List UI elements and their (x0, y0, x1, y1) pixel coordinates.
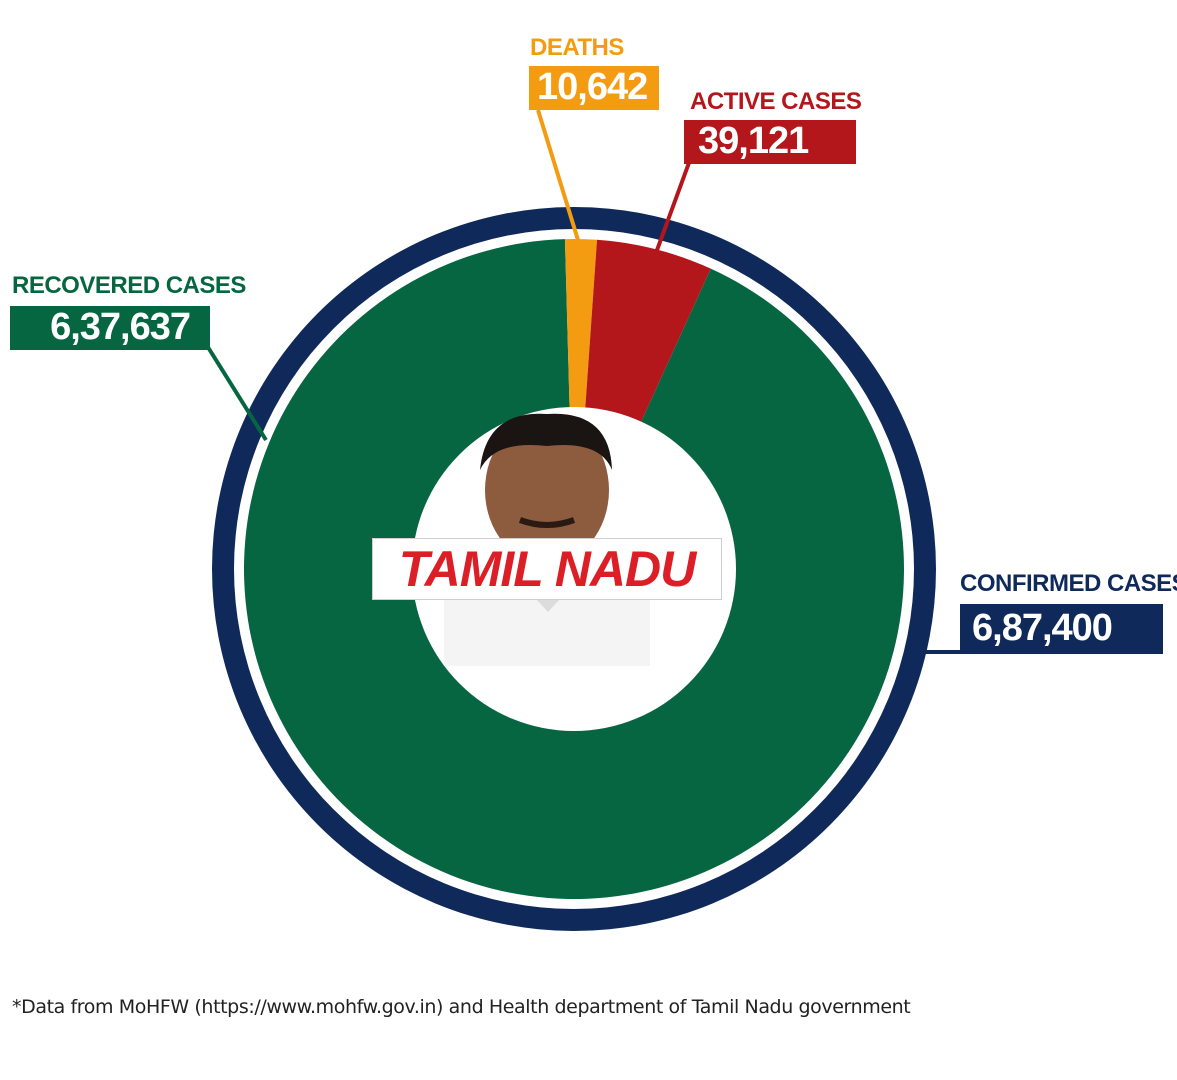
confirmed-cases-caption: CONFIRMED CASES (960, 570, 1177, 597)
recovered-cases-caption: RECOVERED CASES (12, 272, 246, 299)
active-cases-leader-line (648, 159, 692, 270)
footnote: *Data from MoHFW (https://www.mohfw.gov.… (12, 996, 911, 1018)
deaths-caption: DEATHS (530, 34, 624, 61)
deaths-leader-line (536, 109, 583, 250)
portrait-face (485, 416, 609, 564)
recovered-cases-leader-line (204, 342, 268, 442)
chart-title: TAMIL NADU (398, 541, 696, 597)
portrait-mustache (518, 517, 576, 528)
leader-lines (204, 109, 962, 654)
confirmed-cases-value-box: 6,87,400 (960, 604, 1163, 654)
active-cases-caption: ACTIVE CASES (690, 88, 862, 115)
center-title-box: TAMIL NADU (372, 538, 722, 600)
recovered-cases-value-box: 6,37,637 (10, 306, 210, 350)
deaths-value-box: 10,642 (529, 66, 659, 110)
portrait-hair (480, 413, 612, 470)
active-cases-value-box: 39,121 (684, 120, 856, 164)
